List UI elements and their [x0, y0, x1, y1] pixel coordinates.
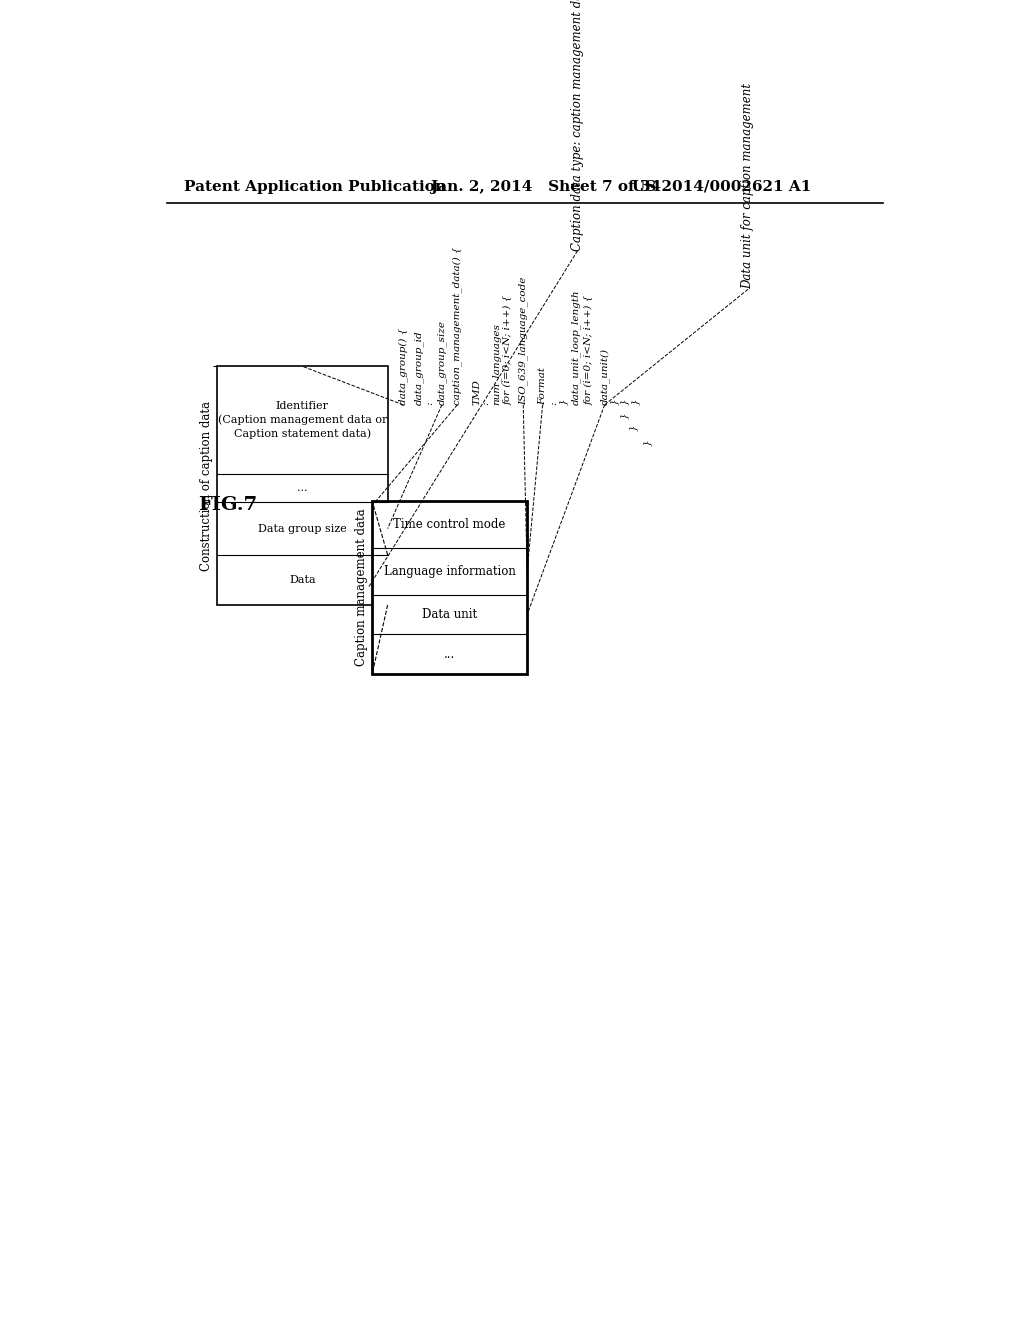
Text: :: :: [426, 401, 435, 405]
Text: data_unit(): data_unit(): [600, 347, 609, 405]
Text: data_unit_loop_length: data_unit_loop_length: [571, 289, 581, 405]
Text: for (i=0; i<N; i++) {: for (i=0; i<N; i++) {: [503, 294, 512, 405]
Text: Caption data type: caption management data: Caption data type: caption management da…: [571, 0, 584, 251]
Text: Identifier
(Caption management data or
Caption statement data): Identifier (Caption management data or C…: [218, 401, 387, 440]
Text: US 2014/0002621 A1: US 2014/0002621 A1: [632, 180, 811, 194]
Text: Time control mode: Time control mode: [393, 517, 506, 531]
Text: Construction of caption data: Construction of caption data: [201, 401, 213, 570]
Text: ISO_639_language_code: ISO_639_language_code: [518, 276, 528, 405]
Bar: [372, 502, 527, 675]
Text: Data unit for caption management: Data unit for caption management: [741, 83, 755, 289]
Text: for (i=0; i<N; i++) {: for (i=0; i<N; i++) {: [585, 294, 594, 405]
Text: }: }: [620, 399, 629, 405]
Text: Data: Data: [289, 576, 315, 585]
Text: FIG.7: FIG.7: [198, 496, 257, 513]
Text: :: :: [481, 401, 490, 405]
Text: Language information: Language information: [384, 565, 515, 578]
Text: TMD: TMD: [472, 379, 481, 405]
Text: }: }: [631, 399, 640, 405]
Text: }: }: [610, 399, 620, 405]
Text: data_group_size: data_group_size: [437, 319, 446, 405]
Text: Data unit: Data unit: [422, 609, 477, 620]
Text: Caption management data: Caption management data: [355, 510, 369, 667]
Text: caption_management_data() {: caption_management_data() {: [453, 247, 462, 405]
Text: }: }: [629, 424, 638, 430]
Text: Format: Format: [539, 367, 547, 405]
Text: Patent Application Publication: Patent Application Publication: [183, 180, 445, 194]
Text: ...: ...: [444, 648, 456, 661]
Text: }: }: [643, 440, 651, 446]
Bar: [217, 367, 388, 605]
Text: ...: ...: [297, 483, 307, 494]
Text: :: :: [550, 401, 559, 405]
Text: data_group_id: data_group_id: [414, 330, 424, 405]
Text: }: }: [620, 412, 629, 420]
Text: }: }: [559, 399, 568, 405]
Text: data_group() {: data_group() {: [398, 327, 408, 405]
Text: num_languages: num_languages: [492, 323, 501, 405]
Text: Jan. 2, 2014   Sheet 7 of 34: Jan. 2, 2014 Sheet 7 of 34: [430, 180, 662, 194]
Text: Data group size: Data group size: [258, 524, 347, 533]
